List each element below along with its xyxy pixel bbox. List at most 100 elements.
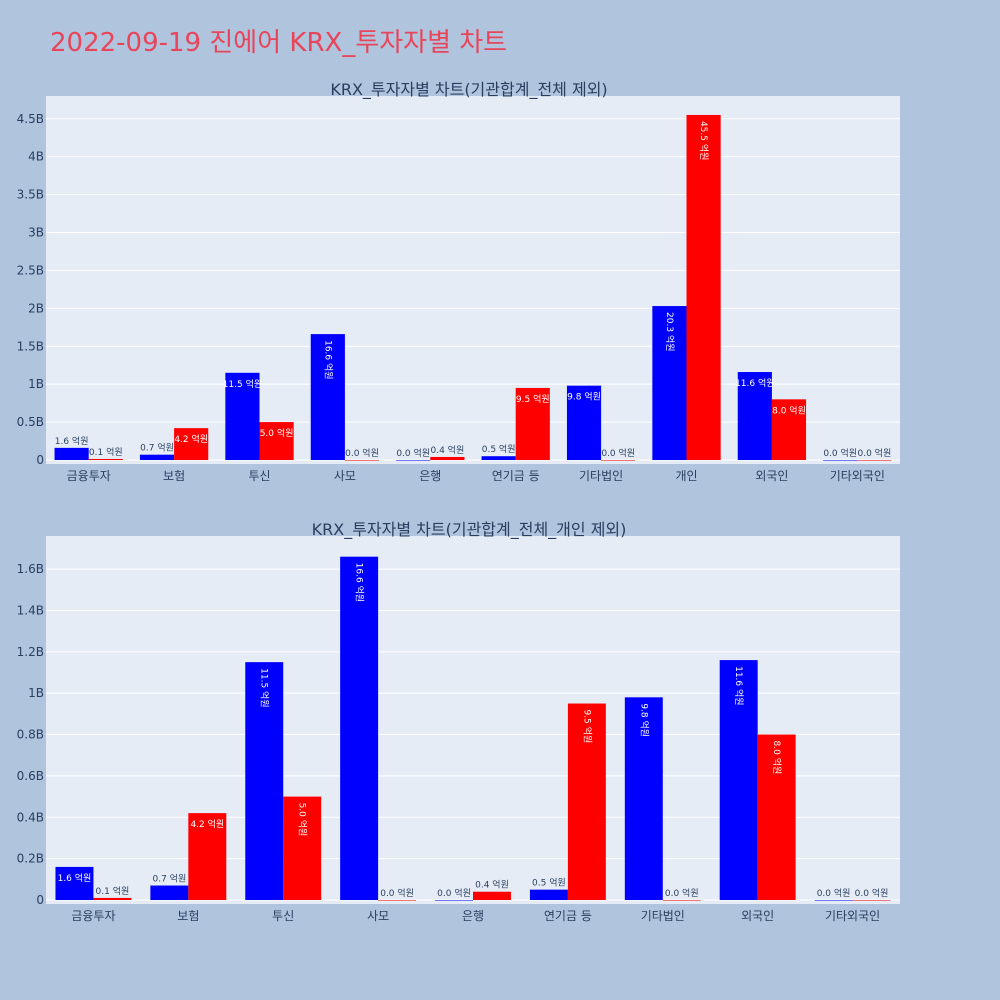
x-tick-label: 은행 [419, 468, 441, 483]
sell-bar [259, 422, 294, 460]
sell-bar [188, 813, 227, 900]
y-tick-label: 1B [28, 686, 44, 700]
bar-data-label: 0.4 억원 [475, 879, 509, 891]
bar-data-label: 0.0 억원 [817, 887, 851, 899]
bar-data-label: 0.4 억원 [431, 444, 465, 456]
sell-bar [473, 891, 511, 900]
x-tick-label: 투신 [272, 909, 294, 923]
y-tick-label: 1.5B [17, 339, 44, 353]
buy-bar [435, 900, 473, 901]
y-tick-label: 0 [36, 453, 44, 467]
sell-bar [757, 734, 796, 900]
x-tick-label: 기타외국인 [830, 469, 885, 483]
y-tick-label: 1.4B [17, 603, 44, 617]
sell-bar [378, 900, 417, 901]
sell-bar [686, 114, 721, 460]
x-tick-label: 개인 [675, 469, 697, 483]
bar-data-label: 11.6 억원 [733, 666, 745, 705]
y-tick-label: 0 [36, 893, 44, 907]
bar-data-label: 0.0 억원 [601, 447, 635, 459]
x-tick-label: 기타법인 [579, 469, 623, 483]
bar-data-label: 0.0 억원 [665, 887, 699, 899]
bar-data-label: 8.0 억원 [772, 404, 806, 416]
bar-data-label: 0.0 억원 [380, 887, 414, 899]
bar-data-label: 16.6 억원 [354, 563, 366, 602]
buy-bar [310, 334, 345, 460]
buy-bar [823, 460, 858, 461]
buy-bar [814, 900, 853, 901]
bar-data-label: 20.3 억원 [664, 312, 676, 351]
buy-bar [245, 662, 284, 900]
bar-data-label: 1.6 억원 [58, 872, 92, 884]
y-tick-label: 4.5B [17, 112, 44, 126]
y-tick-label: 0.2B [17, 852, 44, 866]
sell-bar [88, 459, 123, 460]
bar-data-label: 9.5 억원 [581, 710, 593, 744]
bar-data-label: 8.0 억원 [771, 741, 783, 775]
y-tick-label: 0.6B [17, 769, 44, 783]
chart-title: KRX_투자자별 차트(기관합계_전체_개인 제외) [312, 520, 627, 540]
bar-data-label: 0.5 억원 [482, 443, 516, 455]
y-tick-label: 4B [28, 150, 44, 164]
bar-data-label: 0.0 억원 [823, 447, 857, 459]
buy-bar [737, 372, 772, 460]
bar-data-label: 16.6 억원 [322, 340, 334, 379]
sell-bar [662, 900, 701, 901]
x-tick-label: 은행 [462, 908, 484, 923]
bar-data-label: 0.5 억원 [532, 877, 566, 889]
y-tick-label: 0.4B [17, 810, 44, 824]
sell-bar [93, 897, 132, 900]
buy-bar [566, 385, 602, 460]
bar-data-label: 11.5 억원 [223, 378, 262, 390]
bar-data-label: 5.0 억원 [297, 803, 309, 837]
bar-data-label: 0.0 억원 [855, 887, 889, 899]
x-tick-label: 투신 [248, 469, 270, 483]
buy-bar [340, 556, 379, 900]
buy-bar [150, 885, 189, 900]
y-tick-label: 2.5B [17, 263, 44, 277]
bar-data-label: 4.2 억원 [190, 818, 224, 830]
bar-data-label: 0.7 억원 [140, 442, 174, 454]
sell-bar [344, 460, 380, 461]
buy-bar [396, 460, 431, 461]
bar-data-label: 0.1 억원 [89, 446, 123, 458]
bar-data-label: 11.5 억원 [259, 668, 271, 707]
page-title: 2022-09-19 진에어 KRX_투자자별 차트 [50, 28, 508, 58]
x-tick-label: 보험 [177, 909, 199, 923]
x-tick-label: 기타외국인 [825, 909, 880, 923]
sell-bar [601, 460, 636, 461]
y-tick-label: 0.8B [17, 728, 44, 742]
x-tick-label: 사모 [367, 909, 389, 923]
y-tick-label: 1B [28, 377, 44, 391]
bar-data-label: 9.5 억원 [516, 393, 550, 405]
y-tick-label: 3.5B [17, 188, 44, 202]
x-tick-label: 금융투자 [71, 909, 115, 923]
bar-data-label: 0.7 억원 [152, 873, 186, 885]
bar-data-label: 9.8 억원 [567, 391, 601, 403]
bar-data-label: 0.0 억원 [396, 447, 430, 459]
bar-data-label: 4.2 억원 [174, 433, 208, 445]
bar-data-label: 0.1 억원 [96, 885, 130, 897]
y-tick-label: 1.6B [17, 562, 44, 576]
sell-bar [771, 399, 807, 460]
bar-data-label: 1.6 억원 [55, 435, 89, 447]
bar-data-label: 0.0 억원 [345, 447, 379, 459]
sell-bar [515, 387, 550, 460]
bar-data-label: 5.0 억원 [260, 427, 294, 439]
y-tick-label: 3B [28, 226, 44, 240]
buy-bar [225, 372, 260, 460]
bar-data-label: 9.8 억원 [638, 703, 650, 737]
buy-bar [55, 866, 94, 900]
chart-title: KRX_투자자별 차트(기관합계_전체 제외) [330, 80, 607, 100]
x-tick-label: 보험 [163, 469, 185, 483]
x-tick-label: 금융투자 [67, 469, 111, 483]
y-tick-label: 2B [28, 301, 44, 315]
sell-bar [857, 460, 892, 461]
buy-bar [54, 447, 89, 460]
buy-bar [719, 660, 758, 900]
bar-data-label: 45.5 억원 [698, 121, 710, 160]
x-tick-label: 사모 [334, 469, 356, 483]
buy-bar [139, 454, 175, 460]
x-tick-label: 외국인 [755, 469, 788, 483]
